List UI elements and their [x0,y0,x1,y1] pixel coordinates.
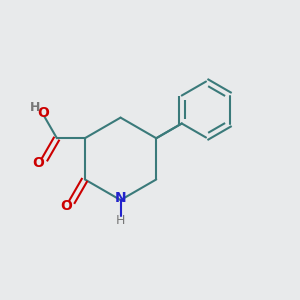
Text: O: O [32,156,44,170]
Text: H: H [30,101,41,114]
Text: H: H [116,214,125,227]
Text: O: O [60,199,72,213]
Text: N: N [115,191,126,205]
Text: O: O [37,106,49,120]
